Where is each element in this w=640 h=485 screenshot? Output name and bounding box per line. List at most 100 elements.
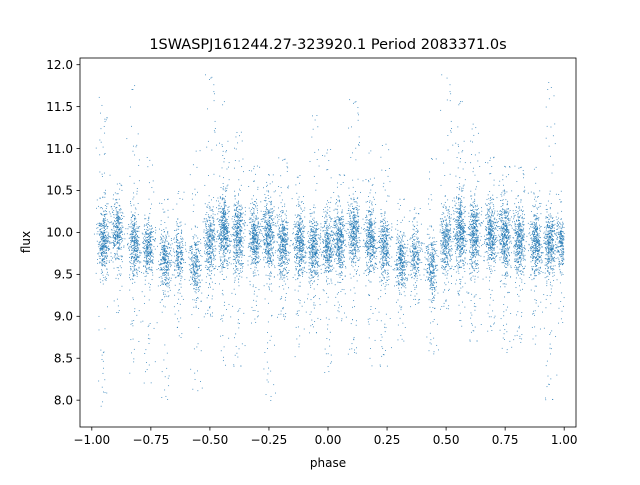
data-point: [167, 399, 169, 400]
data-point: [271, 290, 273, 292]
data-point: [146, 252, 148, 254]
data-point: [205, 245, 207, 247]
data-point: [252, 230, 253, 232]
data-point: [282, 239, 284, 241]
data-point: [276, 214, 278, 216]
data-point: [164, 199, 165, 201]
data-point: [189, 265, 191, 267]
data-point: [268, 256, 270, 258]
data-point: [270, 272, 272, 274]
data-point: [196, 266, 198, 267]
data-point: [151, 231, 153, 233]
data-point: [232, 245, 234, 247]
data-point: [109, 248, 111, 250]
data-point: [181, 249, 183, 251]
data-point: [230, 251, 231, 253]
data-point: [224, 261, 226, 263]
data-point: [224, 279, 226, 280]
data-point: [271, 315, 273, 317]
data-point: [153, 246, 155, 248]
data-point: [102, 256, 104, 257]
data-point: [223, 246, 225, 248]
data-point: [266, 222, 267, 223]
data-point: [194, 260, 196, 262]
data-point: [112, 241, 114, 243]
data-point: [105, 225, 107, 227]
data-point: [235, 265, 237, 267]
data-point: [254, 251, 256, 252]
data-point: [256, 295, 258, 297]
data-point: [263, 218, 265, 220]
data-point: [235, 249, 237, 251]
data-point: [121, 189, 123, 191]
data-point: [151, 231, 153, 233]
data-point: [147, 242, 149, 244]
data-point: [101, 233, 103, 235]
data-point: [197, 259, 199, 261]
data-point: [263, 259, 265, 261]
data-point: [191, 278, 193, 280]
data-point: [212, 238, 214, 239]
data-point: [236, 222, 238, 224]
data-point: [287, 251, 289, 253]
data-point: [144, 283, 146, 285]
data-point: [122, 226, 124, 228]
data-point: [212, 217, 214, 219]
data-point: [148, 299, 150, 301]
data-point: [255, 234, 257, 236]
data-point: [207, 309, 209, 311]
data-point: [205, 282, 207, 284]
data-point: [278, 207, 279, 209]
data-point: [204, 266, 206, 268]
data-point: [165, 274, 167, 276]
data-point: [198, 265, 200, 267]
data-point: [226, 229, 228, 231]
data-point: [227, 237, 229, 239]
data-point: [205, 226, 207, 228]
data-point: [223, 346, 225, 348]
data-point: [210, 235, 211, 237]
data-point: [120, 259, 122, 260]
data-point: [251, 234, 253, 236]
data-point: [148, 218, 150, 220]
data-point: [173, 274, 175, 276]
data-point: [205, 224, 206, 226]
data-point: [119, 218, 121, 220]
data-point: [238, 205, 240, 207]
data-point: [163, 249, 165, 250]
data-point: [225, 202, 226, 203]
data-point: [134, 231, 136, 233]
data-point: [252, 233, 254, 234]
data-point: [115, 230, 117, 232]
data-point: [257, 247, 259, 249]
data-point: [239, 235, 241, 237]
data-point: [181, 251, 183, 253]
data-point: [265, 216, 267, 218]
data-point: [234, 213, 236, 215]
data-point: [197, 282, 199, 284]
data-point: [270, 240, 272, 242]
data-point: [222, 294, 224, 296]
data-point: [217, 235, 218, 237]
data-point: [278, 265, 280, 267]
data-point: [207, 294, 209, 296]
data-point: [281, 258, 283, 260]
data-point: [210, 236, 212, 238]
data-point: [208, 261, 210, 263]
data-point: [224, 226, 226, 228]
data-point: [266, 231, 268, 233]
data-point: [210, 215, 212, 217]
data-point: [114, 240, 116, 242]
data-point: [235, 230, 237, 232]
data-point: [221, 270, 223, 272]
data-point: [222, 335, 224, 337]
data-point: [268, 229, 270, 231]
data-point: [225, 239, 227, 241]
data-point: [234, 210, 236, 211]
data-point: [254, 223, 255, 225]
data-point: [265, 245, 267, 247]
data-point: [218, 266, 220, 268]
data-point: [224, 258, 226, 260]
data-point: [119, 182, 121, 184]
data-point: [235, 271, 237, 273]
